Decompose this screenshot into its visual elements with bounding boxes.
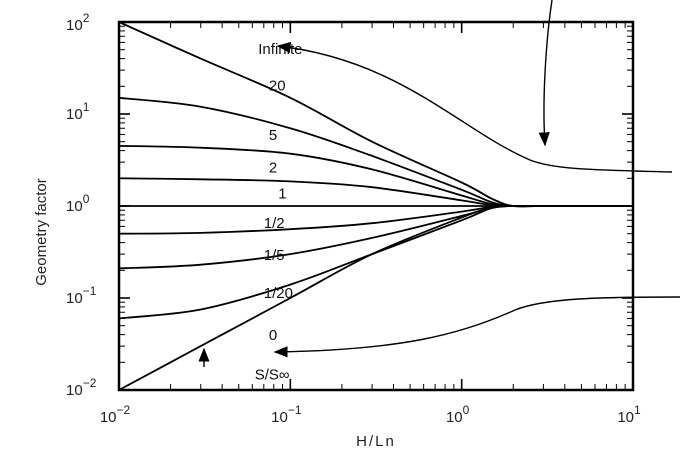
annotation-arrow-top [538, 0, 553, 147]
y-tick-label: 101 [66, 100, 90, 123]
curve-label: Infinite [258, 41, 302, 58]
annotation-arrow-upper [276, 41, 673, 173]
curve-5 [118, 145, 633, 208]
curve-0 [118, 204, 633, 391]
curve-label: 20 [269, 78, 286, 95]
curves [118, 21, 633, 391]
curve-label: 1/20 [264, 285, 293, 302]
x-tick-label: 10−2 [100, 403, 131, 426]
curve-label: 1/2 [264, 215, 285, 232]
x-tick-label: 101 [617, 403, 641, 426]
curve-label: 1/5 [264, 247, 285, 264]
curve-labels: Infinite 20 5 21 1/2 1/5 1/20 0 S/S∞ [255, 41, 303, 384]
curve-label: 2 [269, 160, 277, 177]
x-tick-labels: 10−2 10−1 100 101 [100, 403, 641, 426]
curve-label: 5 [269, 127, 277, 144]
y-tick-label: 100 [66, 192, 90, 215]
y-tick-label: 10−1 [66, 284, 97, 307]
curve-1-2 [118, 205, 633, 235]
curve-1-5 [118, 204, 633, 270]
y-tick-label: 102 [66, 11, 90, 34]
x-tick-label: 10−1 [271, 403, 302, 426]
curve-label: S/S∞ [255, 367, 290, 384]
y-tick-label: 10−2 [66, 376, 97, 399]
minor-ticks [119, 22, 633, 390]
x-tick-label: 100 [446, 403, 470, 426]
y-axis-label: Geometry factor [33, 178, 50, 286]
y-tick-labels: 10−2 10−1 100 101 102 [66, 11, 97, 399]
curve-2 [118, 177, 633, 207]
curve-label: 0 [269, 327, 277, 344]
curve-label: 1 [278, 186, 286, 203]
x-axis-label: H/Ln [356, 433, 396, 450]
curve-20 [118, 96, 633, 208]
annotation-arrow-lower [273, 296, 681, 358]
